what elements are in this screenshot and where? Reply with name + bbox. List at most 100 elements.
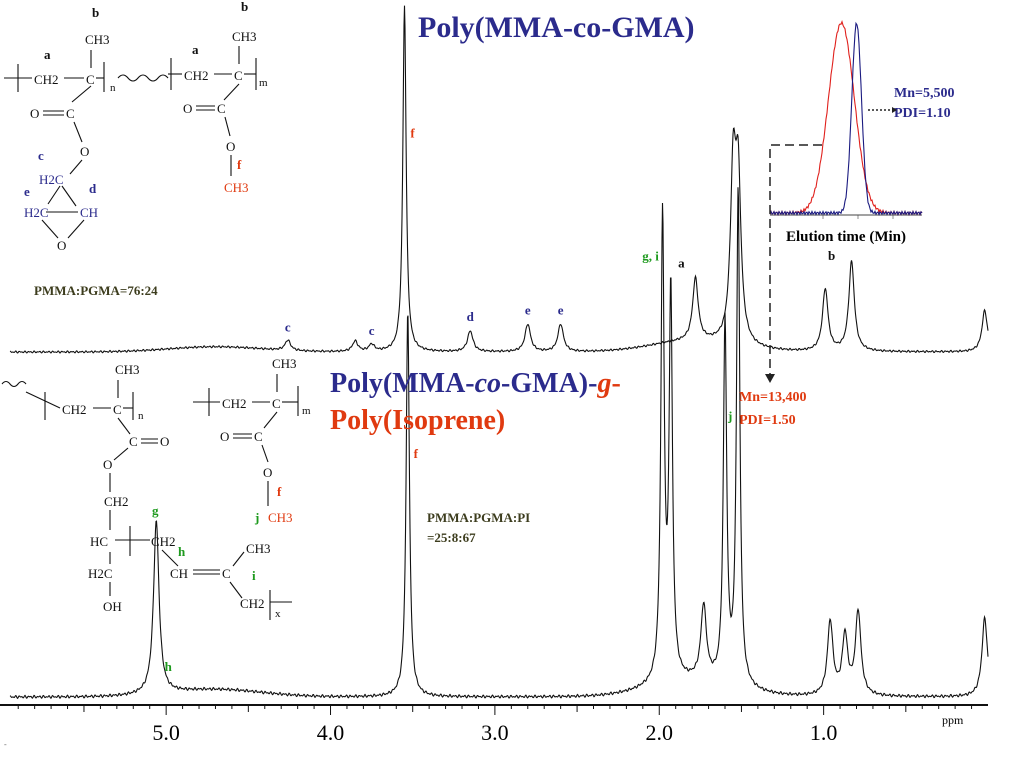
struct-subscript: n	[110, 82, 116, 94]
struct-atom: O	[30, 106, 39, 121]
struct-bond	[73, 121, 83, 143]
struct-atom: CH3	[224, 180, 249, 195]
struct-label: a	[192, 42, 199, 57]
struct-bond	[69, 159, 83, 175]
gpc-pdi-1: PDI=1.10	[894, 106, 951, 121]
peak-label: f	[410, 125, 415, 140]
struct-bond	[261, 444, 269, 463]
struct-bond	[41, 219, 59, 239]
struct-label: a	[44, 47, 51, 62]
struct-atom: O	[160, 434, 169, 449]
x-tick-label: 3.0	[481, 720, 509, 745]
bottom-composition-line2: =25:8:67	[427, 530, 476, 545]
struct-label: b	[92, 5, 99, 20]
struct-atom: CH2	[62, 402, 87, 417]
struct-label: j	[254, 510, 259, 525]
peak-label: b	[828, 248, 835, 263]
peak-label: j	[727, 408, 732, 423]
struct-atom: HC	[90, 534, 108, 549]
x-tick-label: 4.0	[317, 720, 345, 745]
struct-atom: C	[234, 68, 243, 83]
struct-atom: CH3	[115, 362, 140, 377]
struct-chain-link	[117, 74, 169, 82]
struct-label: d	[89, 181, 97, 196]
struct-label: c	[38, 148, 44, 163]
peak-label: g, i	[642, 249, 659, 264]
struct-atom: H2C	[88, 566, 113, 581]
struct-atom: O	[263, 465, 272, 480]
struct-bond	[113, 447, 129, 461]
peak-label: d	[467, 309, 475, 324]
top-structure: b CH3 a CH2 C n O C O c H2C e d H2C CH O…	[4, 0, 268, 253]
struct-atom: CH2	[104, 494, 129, 509]
struct-bond	[223, 83, 240, 101]
peak-label: e	[558, 302, 564, 317]
struct-label: b	[241, 0, 248, 14]
struct-subscript: n	[138, 410, 144, 422]
x-tick-label: 1.0	[810, 720, 838, 745]
struct-atom: C	[254, 429, 263, 444]
gpc-arrow-2	[769, 144, 822, 375]
peak-labels: c c f d e e a b h f g, i j	[165, 125, 836, 674]
struct-subscript: m	[259, 77, 268, 89]
inset-x-label: Elution time (Min)	[786, 229, 906, 245]
struct-label: e	[24, 184, 30, 199]
struct-bond	[61, 185, 77, 207]
struct-atom: O	[80, 144, 89, 159]
gpc-mn-1: Mn=5,500	[894, 86, 954, 101]
struct-atom: CH3	[232, 29, 257, 44]
struct-atom: CH2	[222, 396, 247, 411]
struct-atom: C	[217, 101, 226, 116]
struct-bond	[161, 549, 179, 567]
struct-atom: CH3	[268, 510, 293, 525]
axis-edge-mark: -	[4, 740, 7, 749]
peak-label: a	[678, 256, 685, 271]
struct-atom: C	[272, 396, 281, 411]
struct-atom: CH3	[246, 541, 271, 556]
struct-atom: CH	[80, 205, 98, 220]
struct-atom: O	[103, 457, 112, 472]
struct-chain-link	[1, 380, 27, 388]
x-axis: 5.0 4.0 3.0 2.0 1.0 ppm -	[0, 704, 988, 749]
x-axis-ticks: 5.0 4.0 3.0 2.0 1.0	[17, 705, 973, 745]
x-tick-label: 5.0	[152, 720, 180, 745]
struct-atom: C	[113, 402, 122, 417]
peak-label: h	[165, 659, 173, 674]
struct-label: g	[152, 503, 159, 518]
struct-label: f	[237, 157, 242, 172]
bottom-spectrum-title-line2: Poly(Isoprene)	[330, 405, 505, 436]
top-spectrum-trace	[9, 5, 989, 354]
x-tick-label: 2.0	[646, 720, 674, 745]
gpc-arrow-1-head	[892, 107, 897, 113]
bottom-spectrum-title-line1: Poly(MMA-co-GMA)-g-	[330, 368, 621, 399]
struct-subscript: x	[275, 608, 281, 620]
struct-atom: CH	[170, 566, 188, 581]
peak-label: e	[525, 302, 531, 317]
gpc-inset: Elution time (Min) Mn=5,500 PDI=1.10 Mn=…	[739, 19, 954, 428]
struct-atom: CH2	[184, 68, 209, 83]
gpc-trace	[769, 21, 923, 217]
struct-atom: CH2	[240, 596, 265, 611]
struct-atom: C	[66, 106, 75, 121]
spectra-group	[9, 5, 989, 700]
struct-bond	[25, 391, 61, 409]
peak-label: f	[414, 446, 419, 461]
struct-label: h	[178, 544, 186, 559]
top-composition: PMMA:PGMA=76:24	[34, 283, 158, 298]
struct-bond	[224, 116, 231, 137]
struct-atom: OH	[103, 599, 122, 614]
struct-bond	[47, 185, 61, 205]
struct-atom: C	[129, 434, 138, 449]
struct-bond	[263, 411, 278, 429]
peak-label: c	[369, 323, 375, 338]
bottom-structure: CH3 CH2 C n C O O CH2 HC H2C OH g CH2 h …	[1, 356, 311, 620]
gpc-traces	[769, 19, 923, 217]
struct-atom: O	[226, 139, 235, 154]
struct-atom: CH3	[85, 32, 110, 47]
struct-atom: CH2	[151, 534, 176, 549]
struct-label: f	[277, 484, 282, 499]
struct-atom: H2C	[24, 205, 49, 220]
peak-label: c	[285, 320, 291, 335]
struct-label: i	[252, 568, 256, 583]
